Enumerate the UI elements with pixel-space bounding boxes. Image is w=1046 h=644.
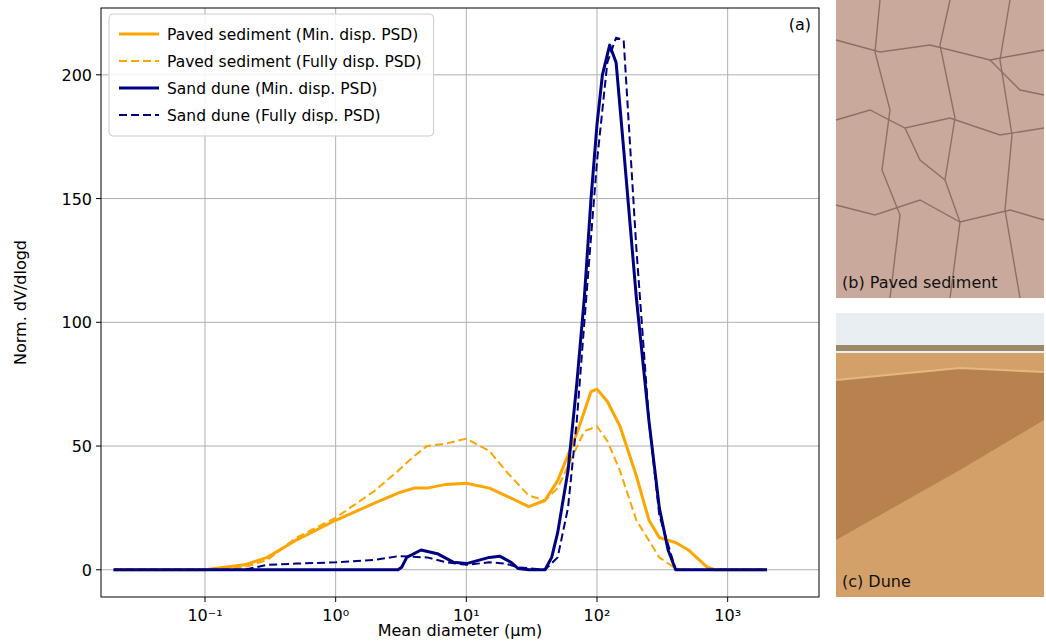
photo-label: (c) Dune bbox=[842, 572, 911, 591]
grid-line bbox=[101, 198, 819, 199]
grid-line bbox=[466, 8, 467, 597]
tick-mark bbox=[96, 74, 101, 75]
tick-mark bbox=[335, 597, 336, 602]
grid-line bbox=[101, 446, 819, 447]
tick-mark bbox=[96, 322, 101, 323]
tick-label: 0 bbox=[82, 561, 92, 580]
crack bbox=[836, 200, 1044, 222]
plot-background bbox=[101, 8, 819, 597]
series-line bbox=[114, 389, 767, 570]
horizon bbox=[836, 345, 1044, 351]
dune-face bbox=[836, 368, 1044, 540]
figure: 10⁻¹10⁰10¹10²10³050100150200Mean diamete… bbox=[0, 0, 1046, 644]
tick-label: 150 bbox=[61, 190, 92, 209]
crack bbox=[836, 110, 1044, 135]
crack bbox=[1000, 0, 1020, 298]
grid-line bbox=[727, 8, 728, 597]
legend-swatch bbox=[119, 60, 159, 62]
tick-label: 10³ bbox=[714, 606, 741, 625]
tick-label: 10⁻¹ bbox=[187, 606, 222, 625]
legend-swatch bbox=[119, 114, 159, 116]
tick-mark bbox=[96, 569, 101, 570]
tick-mark bbox=[727, 597, 728, 602]
legend-label: Paved sediment (Min. disp. PSD) bbox=[167, 26, 418, 44]
photo-ground bbox=[836, 0, 1044, 298]
tick-label: 10⁰ bbox=[322, 606, 349, 625]
tick-mark bbox=[204, 597, 205, 602]
dune-crest bbox=[836, 368, 1044, 380]
legend: Paved sediment (Min. disp. PSD) Paved sed… bbox=[109, 14, 434, 136]
tick-mark bbox=[96, 198, 101, 199]
tick-mark bbox=[96, 446, 101, 447]
panel-label: (a) bbox=[789, 15, 811, 34]
tick-mark bbox=[596, 597, 597, 602]
crack bbox=[905, 128, 945, 180]
photo-sand bbox=[836, 353, 1044, 597]
series-line bbox=[114, 38, 767, 570]
tick-mark bbox=[466, 597, 467, 602]
photo-label: (b) Paved sediment bbox=[842, 273, 998, 292]
crack bbox=[875, 0, 900, 298]
tick-label: 200 bbox=[61, 66, 92, 85]
series-group bbox=[114, 38, 767, 570]
tick-label: 50 bbox=[72, 437, 92, 456]
legend-box bbox=[109, 14, 434, 136]
photo-sky bbox=[836, 313, 1044, 353]
grid-line bbox=[596, 8, 597, 597]
crack bbox=[990, 60, 1044, 95]
y-axis-title: Norm. dV/dlogd bbox=[11, 240, 30, 365]
legend-swatch bbox=[119, 87, 159, 90]
legend-swatch bbox=[119, 33, 159, 36]
tick-label: 10² bbox=[584, 606, 611, 625]
crack bbox=[940, 0, 960, 298]
grid-line bbox=[101, 322, 819, 323]
photo-dune bbox=[836, 313, 1044, 597]
legend-label: Sand dune (Min. disp. PSD) bbox=[167, 80, 377, 98]
photo-paved bbox=[836, 0, 1044, 298]
legend-label: Sand dune (Fully disp. PSD) bbox=[167, 107, 381, 125]
series-line bbox=[114, 45, 767, 570]
x-axis-title: Mean diameter (µm) bbox=[378, 621, 543, 640]
legend-label: Paved sediment (Fully disp. PSD) bbox=[167, 53, 422, 71]
tick-label: 100 bbox=[61, 313, 92, 332]
plot-frame bbox=[101, 8, 819, 597]
